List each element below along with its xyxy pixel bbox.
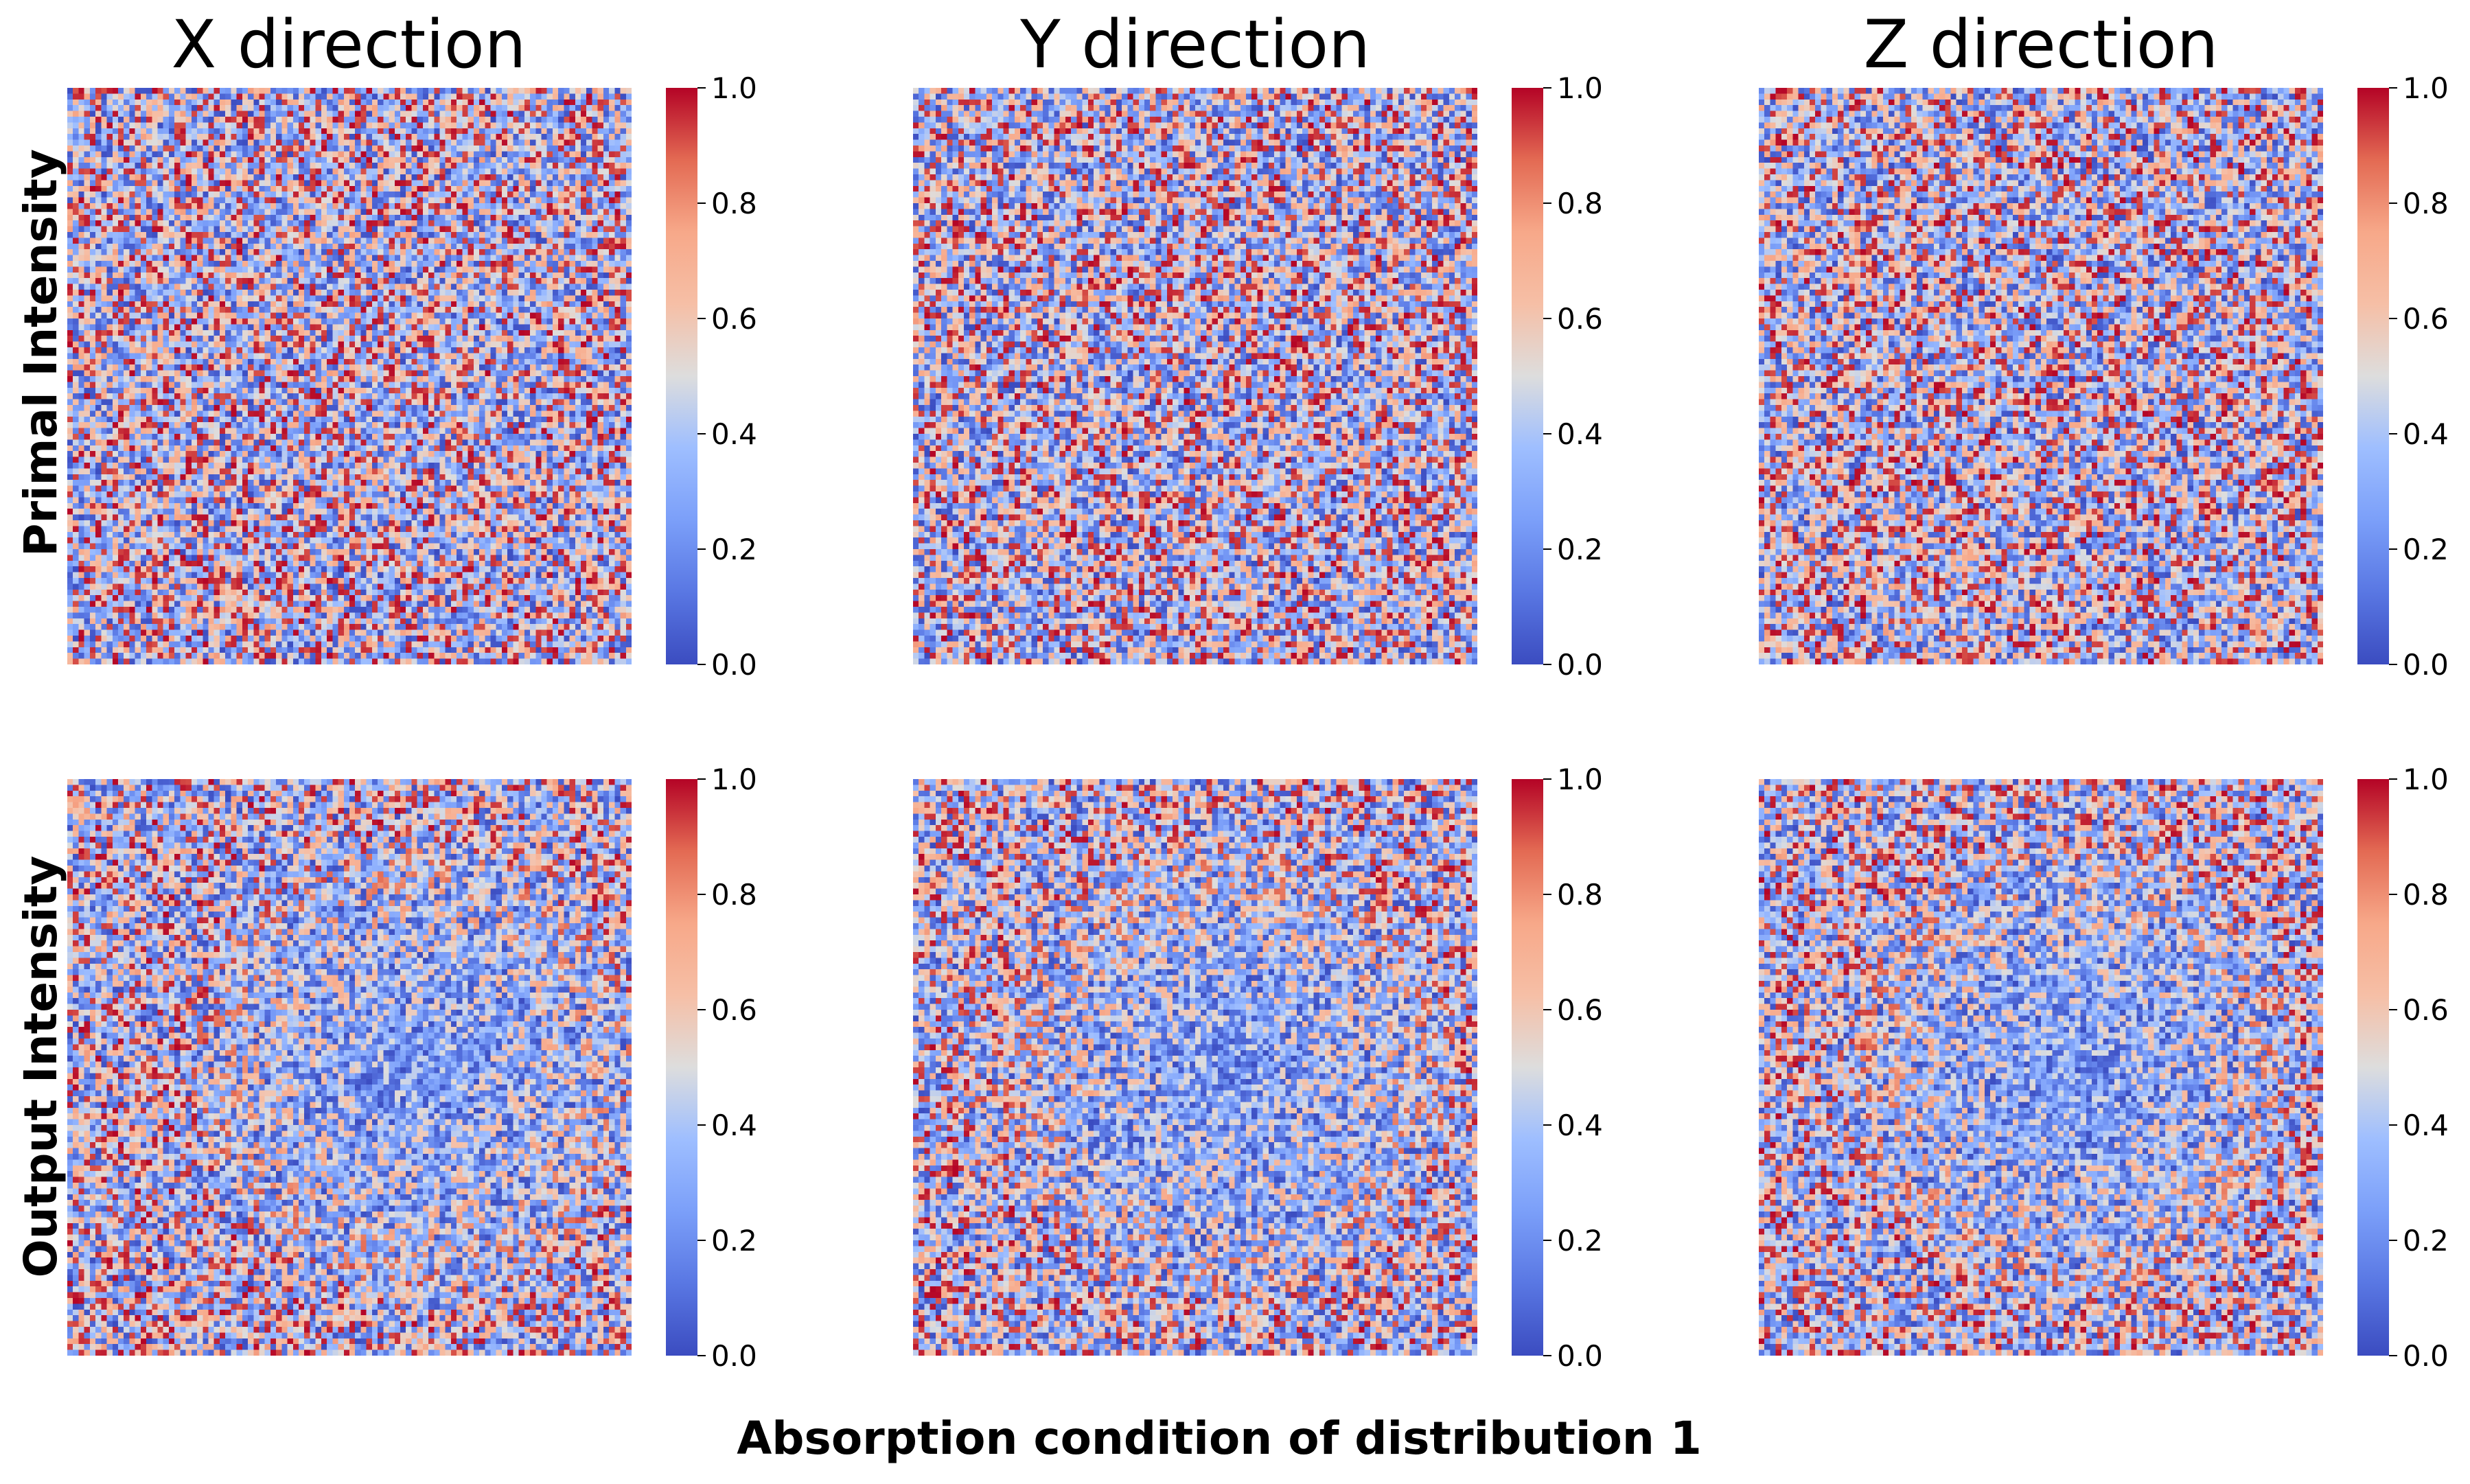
heatmap-primal-y [913,88,1477,664]
colorbar-tick-label: 0.6 [711,302,757,336]
heatmap-primal-z [1759,88,2323,664]
heatmap-primal-x [67,88,632,664]
colorbar-tick-label: 0.6 [1557,993,1603,1027]
colorbar [1512,779,1543,1356]
colorbar-tick-label: 0.8 [1557,878,1603,912]
colorbar-tick-label: 0.8 [1557,187,1603,220]
colorbar-tick-label: 0.4 [1557,1109,1603,1142]
colorbar-tick-label: 0.2 [1557,533,1603,566]
colorbar-tick-label: 0.0 [1557,648,1603,682]
heatmap-panels: 0.0 0.2 0.4 0.6 0.8 1.0 0.0 0.2 0.4 0.6 0.8 1.0 0.0 0… [67,71,2449,1373]
heatmap-output-z [1759,779,2323,1356]
colorbar-tick-label: 1.0 [1557,71,1603,105]
colorbar-tick-label: 0.4 [2403,417,2449,451]
row-label-primal: Primal Intensity [14,149,67,557]
colorbar-tick-label: 0.0 [711,648,757,682]
row-label-output: Output Intensity [14,856,67,1278]
colorbar [1512,88,1543,664]
colorbar [666,88,697,664]
colorbar-tick-label: 0.0 [711,1339,757,1373]
colorbar-tick-label: 0.0 [2403,1339,2449,1373]
colorbar-tick-label: 0.6 [2403,302,2449,336]
colorbar-tick-label: 0.4 [2403,1109,2449,1142]
colorbar-tick-label: 1.0 [711,763,757,796]
colorbar-tick-label: 1.0 [711,71,757,105]
colorbar-tick-label: 0.4 [711,417,757,451]
colorbar-tick-label: 0.6 [2403,993,2449,1027]
colorbar-tick-label: 0.0 [2403,648,2449,682]
colorbar-tick-label: 0.2 [711,1224,757,1257]
colorbar-tick-label: 0.6 [711,993,757,1027]
heatmap-output-x [67,779,632,1356]
colorbar-tick-label: 0.2 [2403,533,2449,566]
colorbar-tick-label: 0.8 [2403,878,2449,912]
colorbar-tick-label: 0.4 [711,1109,757,1142]
colorbar-tick-label: 1.0 [1557,763,1603,796]
colorbar-tick-label: 0.2 [2403,1224,2449,1257]
column-title-z: Z direction [1864,6,2219,83]
colorbar-tick-label: 0.2 [711,533,757,566]
colorbar [2357,88,2389,664]
colorbar-tick-label: 0.8 [711,878,757,912]
colorbar-tick-label: 1.0 [2403,763,2449,796]
colorbar-tick-label: 0.4 [1557,417,1603,451]
colorbar-tick-label: 0.8 [2403,187,2449,220]
heatmap-output-y [913,779,1477,1356]
column-title-y: Y direction [1019,6,1370,83]
colorbar [2357,779,2389,1356]
colorbar-tick-label: 0.0 [1557,1339,1603,1373]
colorbar [666,779,697,1356]
colorbar-tick-label: 0.6 [1557,302,1603,336]
colorbar-tick-label: 1.0 [2403,71,2449,105]
figure-xlabel: Absorption condition of distribution 1 [737,1412,1702,1465]
column-title-x: X direction [172,6,527,83]
colorbar-tick-label: 0.2 [1557,1224,1603,1257]
colorbar-tick-label: 0.8 [711,187,757,220]
